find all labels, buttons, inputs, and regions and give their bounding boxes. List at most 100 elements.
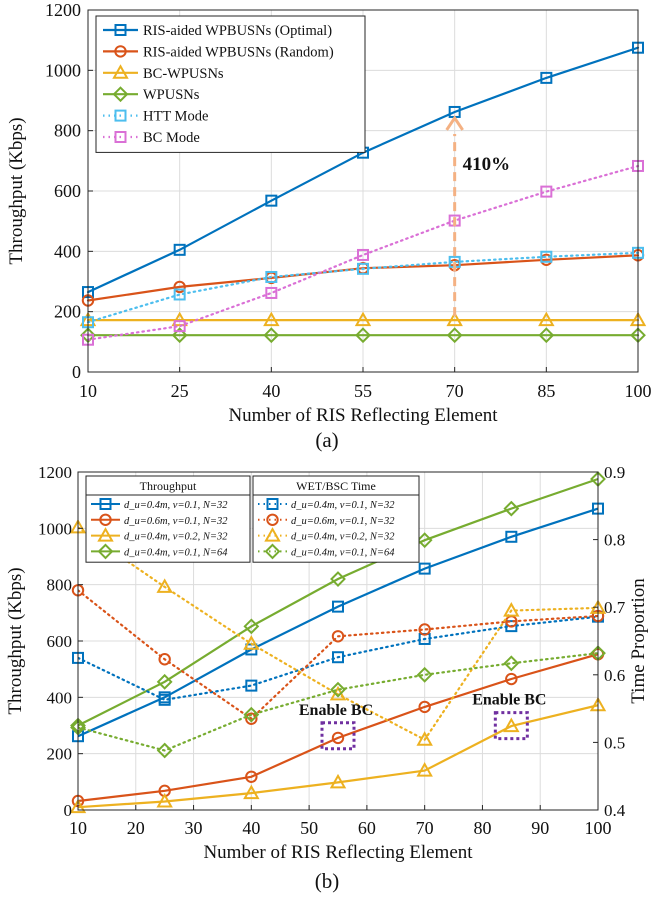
series-4 xyxy=(70,471,606,734)
x-tick-label: 100 xyxy=(625,381,652,401)
data-point xyxy=(243,618,260,635)
data-point xyxy=(245,770,258,783)
data-point xyxy=(156,673,173,690)
legend-marker xyxy=(99,498,112,510)
chart-a: 410%10 25 40 55 70 85 100020040060080010001200… xyxy=(6,0,652,452)
y-tick-label: 200 xyxy=(54,302,81,322)
enable-bc-annotation: Enable BC xyxy=(299,702,373,751)
legend-entry: d_u=0.4m, v=0.1, N=64 xyxy=(291,547,395,558)
legend-marker xyxy=(114,131,127,143)
data-point xyxy=(173,288,186,301)
x-tick-label: 70 xyxy=(416,818,434,838)
highlight-box xyxy=(320,721,356,751)
enable-bc-annotation: Enable BC xyxy=(472,692,546,741)
legend-entry: RIS-aided WPBUSNs (Optimal) xyxy=(143,23,332,39)
x-tick-label: 40 xyxy=(262,381,280,401)
data-point xyxy=(446,327,463,344)
x-tick-label: 20 xyxy=(127,818,145,838)
series-line xyxy=(78,589,598,721)
x-tick-label: 70 xyxy=(446,381,464,401)
data-point xyxy=(173,320,186,333)
legend-marker xyxy=(114,109,127,122)
series-line xyxy=(78,653,598,803)
y-tick-label: 600 xyxy=(54,181,81,201)
legend-entry: BC Mode xyxy=(143,130,200,146)
y-right-tick-label: 0.9 xyxy=(604,463,625,482)
data-point xyxy=(173,280,186,294)
data-point xyxy=(330,571,346,587)
data-point xyxy=(446,311,463,327)
legend-entry: RIS-aided WPBUSNs (Random) xyxy=(143,44,334,60)
y-tick-label: 800 xyxy=(54,121,81,141)
data-point xyxy=(418,700,431,714)
data-point xyxy=(354,311,372,327)
legend-title: Throughput xyxy=(140,479,197,493)
data-point xyxy=(156,578,173,593)
legend-entry: WPUSNs xyxy=(143,87,200,103)
data-point xyxy=(156,742,173,759)
y-right-tick-label: 0.7 xyxy=(604,598,626,617)
series-line xyxy=(86,251,640,324)
data-point xyxy=(416,762,433,777)
data-point xyxy=(243,784,260,800)
legend-marker xyxy=(264,527,281,542)
legend-entry: d_u=0.4m, v=0.1, N=32 xyxy=(124,500,228,511)
data-point xyxy=(540,185,553,198)
y-tick-label: 1000 xyxy=(45,60,81,80)
x-tick-label: 10 xyxy=(79,381,97,401)
legend-entry: d_u=0.4m, v=0.2, N=32 xyxy=(124,532,228,543)
x-tick-label: 30 xyxy=(185,818,203,838)
data-point xyxy=(418,562,431,575)
data-point xyxy=(505,620,518,633)
legend-marker xyxy=(114,24,127,36)
data-point xyxy=(416,731,433,746)
data-point xyxy=(503,602,520,617)
x-tick-label: 40 xyxy=(242,818,260,838)
x-axis-label: Number of RIS Reflecting Element xyxy=(203,842,473,863)
data-point xyxy=(540,71,553,84)
data-point xyxy=(416,532,433,549)
legend-marker xyxy=(99,513,112,526)
legend-entry: BC-WPUSNs xyxy=(143,66,224,82)
data-point xyxy=(158,653,171,666)
data-point xyxy=(503,717,520,733)
legend-throughput: Throughput d_u=0.4m, v=0.1, N=32 d_u=0.6m,… xyxy=(85,475,251,563)
data-point xyxy=(503,655,520,672)
legend-marker xyxy=(114,45,127,58)
y-tick-label: 1200 xyxy=(45,0,81,20)
data-point xyxy=(265,270,278,283)
data-point xyxy=(265,194,278,207)
data-point xyxy=(245,712,258,725)
legend-marker xyxy=(266,498,279,510)
data-point xyxy=(357,262,369,275)
series-line xyxy=(78,526,598,742)
x-tick-label: 25 xyxy=(171,381,189,401)
x-axis-label: Number of RIS Reflecting Element xyxy=(228,405,498,426)
annotation-label: 410% xyxy=(463,154,511,175)
legend-entry: HTT Mode xyxy=(143,109,208,125)
series-line xyxy=(78,507,598,738)
legend-marker xyxy=(97,527,114,542)
series-3 xyxy=(79,311,647,327)
x-tick-label: 50 xyxy=(300,818,318,838)
series-3 xyxy=(69,696,607,814)
y-axis-label: Throughput (Kbps) xyxy=(5,567,26,714)
series-line xyxy=(78,704,598,809)
y-axis-label: Throughput (Kbps) xyxy=(6,117,27,264)
legend-entry: d_u=0.6m, v=0.1, N=32 xyxy=(124,516,228,527)
data-point xyxy=(331,731,345,745)
data-point xyxy=(263,311,280,327)
data-point xyxy=(245,679,258,692)
highlight-box xyxy=(493,711,529,741)
y-tick-label: 600 xyxy=(47,632,73,651)
y-tick-label: 1200 xyxy=(38,463,72,482)
data-point xyxy=(332,600,344,613)
y-right-axis-label: Time Proportion xyxy=(628,578,649,704)
caption: (b) xyxy=(315,869,340,893)
data-point xyxy=(538,311,555,327)
legend: RIS-aided WPBUSNs (Optimal) RIS-aided WPB… xyxy=(95,15,366,153)
data-point xyxy=(156,793,173,808)
x-tick-label: 80 xyxy=(473,818,491,838)
y-right-tick-label: 0.5 xyxy=(604,733,625,752)
